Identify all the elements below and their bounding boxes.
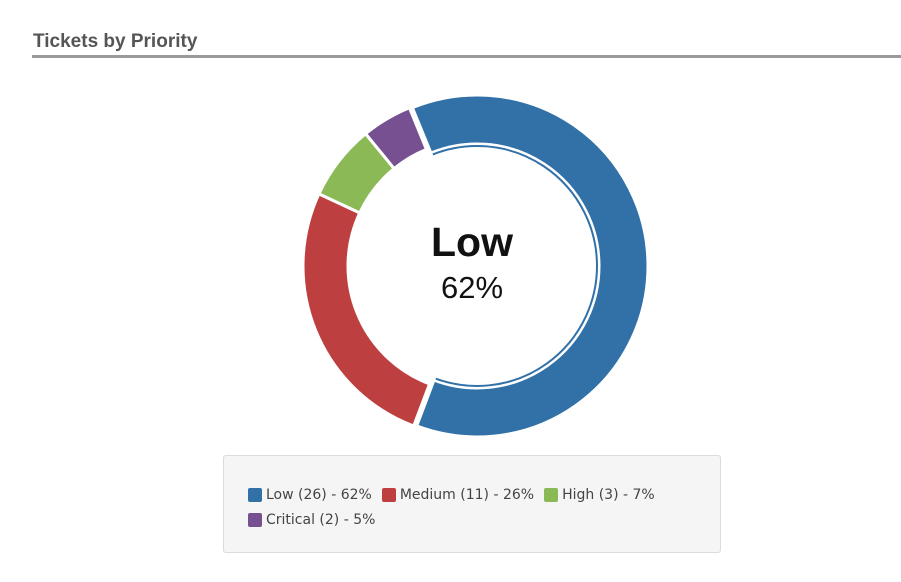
donut-slice-low[interactable] [410,93,650,439]
legend-row: Critical (2) - 5% [248,507,696,532]
legend-swatch-low [248,487,262,502]
donut-center-label: Low [431,219,513,265]
legend-item-low[interactable]: Low (26) - 62% [248,487,372,503]
donut-center-value: 62% [440,270,504,305]
legend-row: Low (26) - 62% Medium (11) - 26% High (3… [248,482,696,507]
legend-swatch-critical [248,512,262,527]
legend-label-medium: Medium (11) - 26% [399,486,535,503]
legend-swatch-high [544,487,559,502]
legend-swatch-medium [381,487,396,502]
panel-title: Tickets by Priority [33,31,198,52]
panel-title-divider [32,55,901,58]
donut-slice-critical[interactable] [364,106,428,171]
legend-item-medium[interactable]: Medium (11) - 26% [381,486,535,503]
legend-label-critical: Critical (2) - 5% [266,511,376,528]
legend-label-high: High (3) - 7% [562,486,655,503]
chart-legend: Low (26) - 62% Medium (11) - 26% High (3… [223,455,721,553]
legend-item-critical[interactable]: Critical (2) - 5% [248,512,375,528]
donut-slice-highlight-outline [432,144,598,387]
legend-label-low: Low (26) - 62% [266,486,372,503]
legend-item-high[interactable]: High (3) - 7% [544,487,655,503]
